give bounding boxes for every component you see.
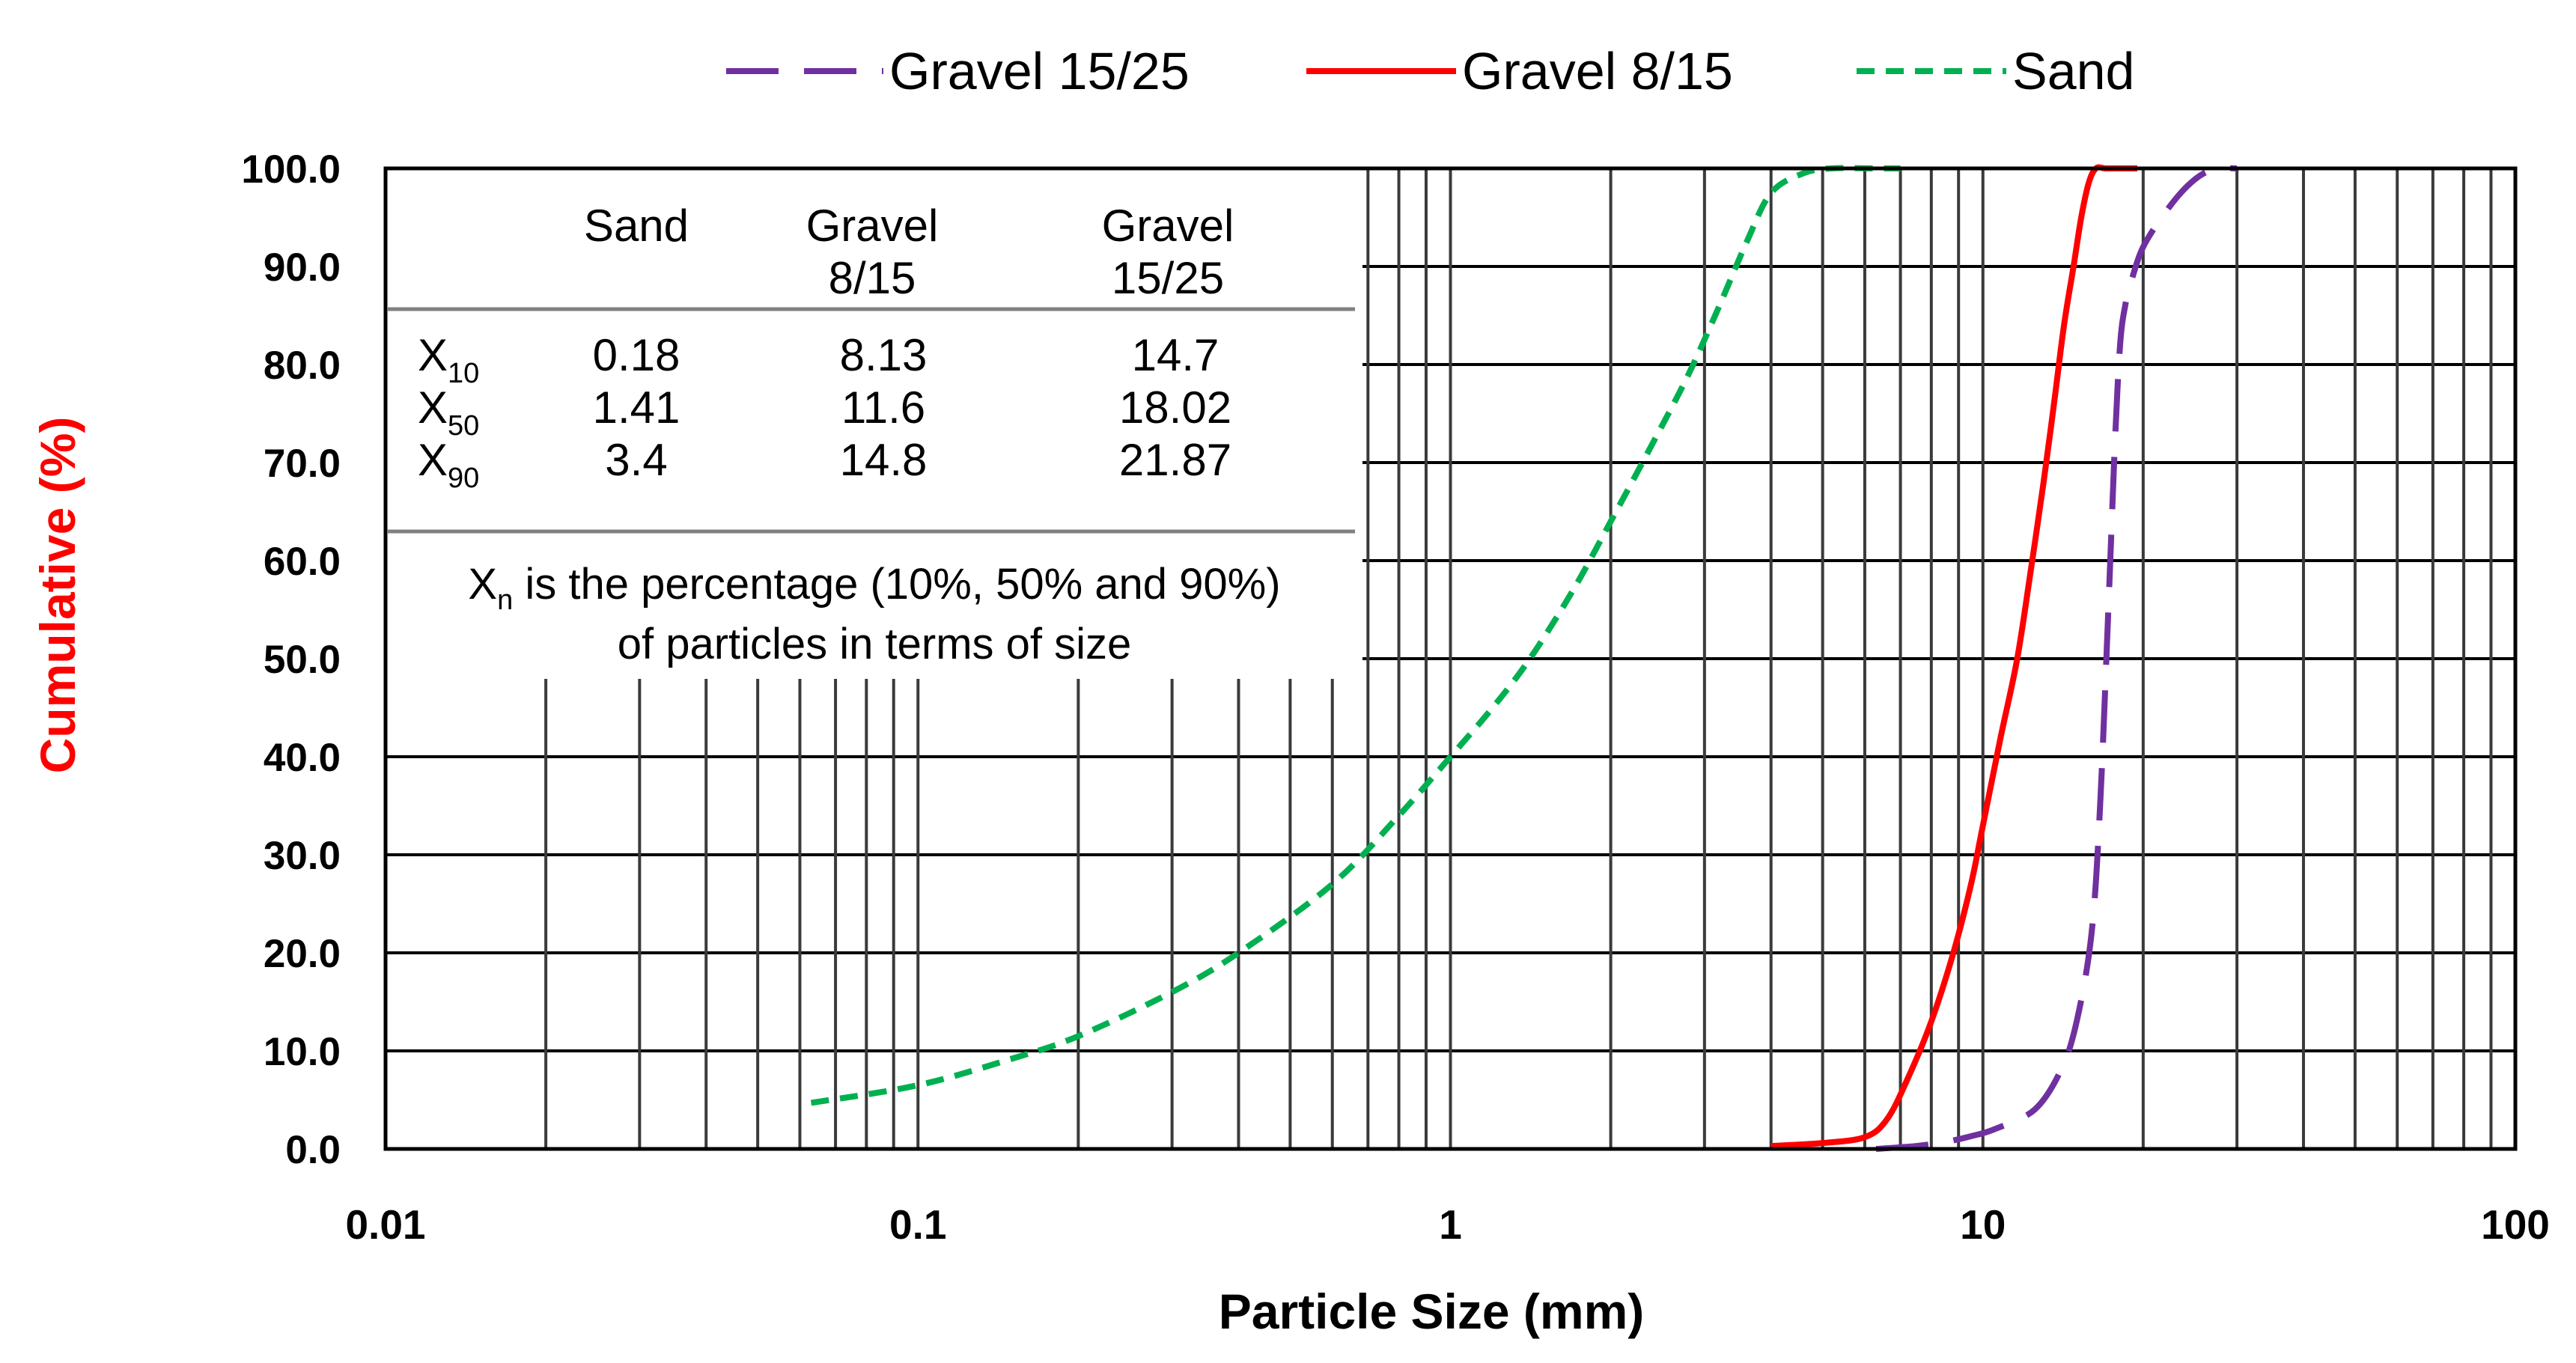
- y-tick-label: 90.0: [264, 246, 341, 290]
- inset-row-subscript: 90: [448, 463, 479, 494]
- series-line-0: [1875, 165, 2238, 1152]
- inset-table: Sand Gravel 8/15 Gravel 15/25 X10 0.18 8.1…: [386, 166, 1362, 679]
- x-tick-label: 1: [1439, 1201, 1462, 1248]
- inset-cell: 1.41: [593, 382, 680, 433]
- y-tick-label: 100.0: [241, 147, 341, 192]
- inset-header-gravel-8-15-line2: 8/15: [829, 253, 916, 303]
- x-tick-label: 0.1: [889, 1201, 946, 1248]
- y-tick-label: 50.0: [264, 638, 341, 682]
- y-tick-label: 10.0: [264, 1030, 341, 1074]
- legend: Gravel 15/25 Gravel 8/15 Sand: [726, 42, 2134, 100]
- y-tick-label: 60.0: [264, 540, 341, 584]
- y-axis-ticks: 0.0 10.0 20.0 30.0 40.0 50.0 60.0 70.0 80.0 90.0 1…: [241, 147, 341, 1172]
- y-tick-label: 70.0: [264, 442, 341, 486]
- x-tick-label: 100: [2481, 1201, 2550, 1248]
- inset-header-gravel-15-25-line2: 15/25: [1112, 253, 1224, 303]
- inset-note-line1: Xn is the percentage (10%, 50% and 90%): [468, 560, 1280, 616]
- legend-label-0: Gravel 15/25: [889, 42, 1190, 100]
- inset-header-gravel-8-15-line1: Gravel: [806, 201, 939, 251]
- inset-row-symbol: X: [418, 382, 448, 433]
- inset-cell: 21.87: [1119, 435, 1231, 485]
- x-axis-ticks: 0.01 0.1 1 10 100: [345, 1201, 2549, 1248]
- y-tick-label: 40.0: [264, 736, 341, 780]
- inset-cell: 11.6: [841, 382, 925, 433]
- inset-table-background: [386, 166, 1362, 679]
- series-group: [810, 164, 2238, 1152]
- plot-frame: [383, 166, 2518, 1151]
- inset-row-subscript: 10: [448, 358, 479, 389]
- y-tick-label: 0.0: [285, 1128, 341, 1172]
- inset-row-label: X90: [418, 435, 479, 494]
- inset-cell: 3.4: [605, 435, 667, 485]
- y-axis-title: Cumulative (%): [30, 417, 85, 774]
- x-tick-label: 0.01: [345, 1201, 425, 1248]
- inset-header-gravel-15-25-line1: Gravel: [1102, 201, 1234, 251]
- inset-cell: 18.02: [1119, 382, 1231, 433]
- y-tick-label: 30.0: [264, 834, 341, 878]
- inset-cell: 8.13: [840, 330, 928, 380]
- inset-row-symbol: X: [418, 330, 448, 380]
- inset-note-symbol: X: [468, 560, 497, 609]
- inset-row-label: X50: [418, 382, 479, 442]
- inset-cell: 0.18: [593, 330, 680, 380]
- series-line-1: [1770, 164, 2137, 1150]
- inset-note-subscript: n: [497, 585, 513, 616]
- inset-row-symbol: X: [418, 435, 448, 485]
- inset-note-text: is the percentage (10%, 50% and 90%): [513, 560, 1280, 609]
- x-tick-label: 10: [1960, 1201, 2006, 1248]
- inset-note-line2: of particles in terms of size: [618, 620, 1132, 668]
- y-tick-label: 80.0: [264, 344, 341, 388]
- legend-label-1: Gravel 8/15: [1462, 42, 1733, 100]
- inset-cell: 14.7: [1132, 330, 1220, 380]
- y-tick-label: 20.0: [264, 932, 341, 976]
- inset-row-subscript: 50: [448, 410, 479, 442]
- inset-cell: 14.8: [840, 435, 928, 485]
- series-line-2: [810, 165, 1901, 1106]
- x-axis-title: Particle Size (mm): [1219, 1284, 1645, 1339]
- inset-row-label: X10: [418, 330, 479, 389]
- legend-label-2: Sand: [2012, 42, 2134, 100]
- inset-header-sand: Sand: [584, 201, 689, 251]
